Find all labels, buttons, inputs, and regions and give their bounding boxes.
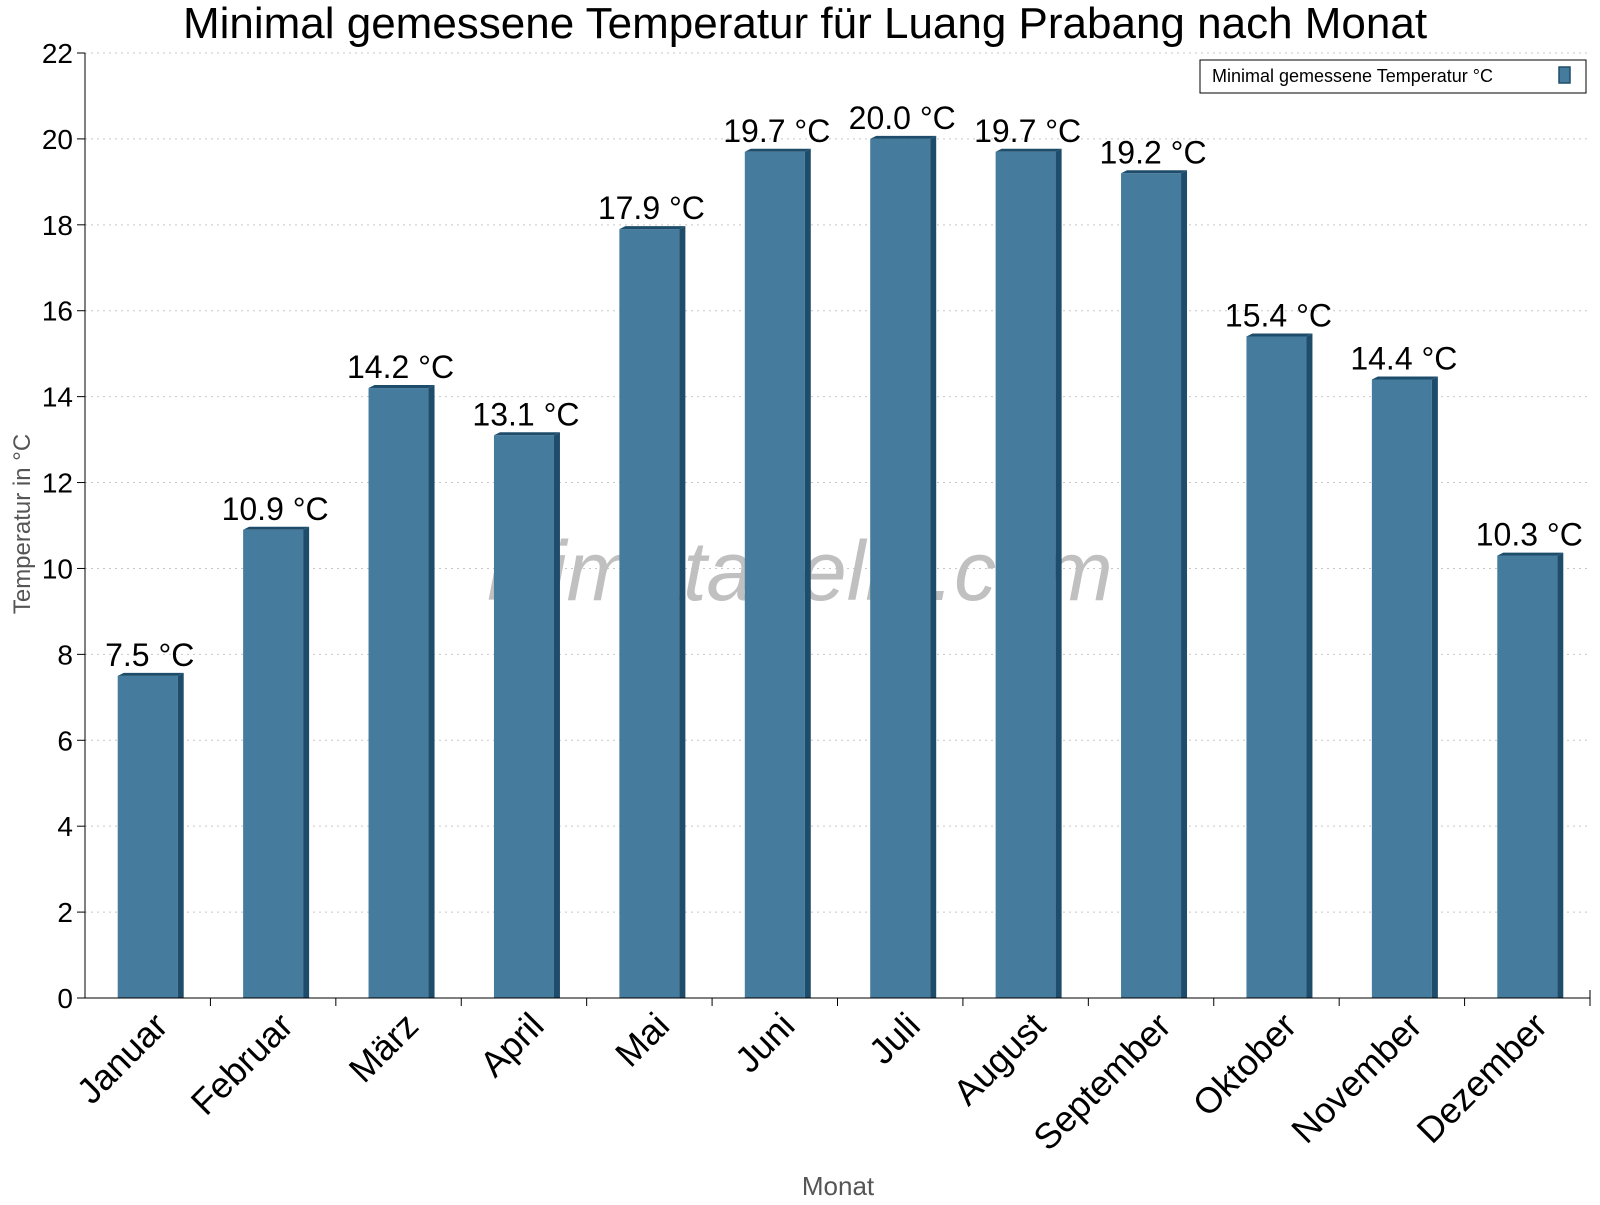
- y-tick-label: 18: [42, 210, 73, 241]
- y-tick-label: 2: [57, 897, 73, 928]
- y-tick-label: 6: [57, 725, 73, 756]
- y-tick-label: 14: [42, 382, 73, 413]
- bar-side: [679, 226, 686, 998]
- grid-lines: [85, 52, 1590, 913]
- bar-front: [117, 675, 178, 998]
- bar-top: [870, 135, 937, 139]
- legend-box: [1199, 59, 1587, 94]
- data-label: 20.0 °C: [849, 100, 956, 136]
- bar-top: [744, 148, 811, 152]
- bar-top: [493, 432, 560, 436]
- bar: [117, 672, 184, 998]
- bar-front: [368, 388, 429, 999]
- data-label: 7.5 °C: [105, 637, 194, 673]
- bar: [1246, 333, 1313, 998]
- bar-front: [243, 529, 304, 998]
- data-label: 17.9 °C: [598, 190, 705, 226]
- bar-side: [804, 148, 811, 998]
- y-tick-label: 0: [57, 983, 73, 1014]
- data-label: 15.4 °C: [1225, 298, 1332, 334]
- axes: [77, 52, 1591, 1006]
- legend-swatch: [1558, 66, 1571, 84]
- bar-side: [1055, 148, 1062, 998]
- y-tick-labels: 0 2 4 6 8 10 12 14 16 18 20 22: [42, 38, 73, 1014]
- bar: [619, 226, 686, 998]
- bar-front: [1246, 336, 1307, 998]
- bar-side: [553, 432, 560, 999]
- data-label: 19.7 °C: [723, 113, 830, 149]
- data-label: 10.9 °C: [222, 491, 329, 527]
- bar-front: [1497, 555, 1558, 998]
- chart-title: Minimal gemessene Temperatur für Luang P…: [183, 0, 1427, 48]
- bar-top: [619, 226, 686, 230]
- y-tick-label: 12: [42, 468, 73, 499]
- bar: [368, 385, 435, 999]
- bar-side: [1181, 170, 1188, 999]
- data-label: 19.7 °C: [974, 113, 1081, 149]
- bar-front: [619, 229, 680, 998]
- legend: Minimal gemessene Temperatur °C: [1199, 59, 1587, 94]
- bar-top: [117, 672, 184, 676]
- bar-front: [995, 151, 1056, 998]
- bar-front: [870, 138, 931, 999]
- data-label: 10.3 °C: [1476, 517, 1583, 553]
- bar-front: [1371, 379, 1432, 998]
- y-tick-label: 20: [42, 124, 73, 155]
- y-tick-label: 10: [42, 553, 73, 584]
- data-label: 13.1 °C: [472, 396, 579, 432]
- bar-front: [493, 435, 554, 999]
- y-tick-label: 22: [42, 38, 73, 69]
- bar-top: [1246, 333, 1313, 337]
- x-axis-title: Monat: [802, 1171, 875, 1200]
- bar-side: [177, 672, 184, 998]
- bar: [1497, 552, 1564, 998]
- bar: [995, 148, 1062, 998]
- bar-top: [1497, 552, 1564, 556]
- bar: [744, 148, 811, 998]
- bar-side: [1557, 552, 1564, 998]
- data-label: 14.2 °C: [347, 349, 454, 385]
- bar: [243, 526, 310, 998]
- bar-side: [1431, 376, 1438, 998]
- legend-label: Minimal gemessene Temperatur °C: [1212, 66, 1493, 86]
- bar-side: [930, 135, 937, 999]
- bar-top: [243, 526, 310, 530]
- bar-front: [1121, 173, 1182, 999]
- bar: [870, 135, 937, 999]
- bar-side: [1306, 333, 1313, 998]
- y-tick-label: 16: [42, 296, 73, 327]
- bar-side: [303, 526, 310, 998]
- bars: [117, 135, 1564, 999]
- data-labels: 7.5 °C 10.9 °C 14.2 °C 13.1 °C 17.9 °C 19.7 °…: [105, 100, 1583, 673]
- bar-top: [1371, 376, 1438, 380]
- bar-front: [744, 151, 805, 998]
- bar: [1371, 376, 1438, 998]
- y-axis-title: Temperatur in °C: [9, 434, 36, 614]
- data-label: 14.4 °C: [1350, 340, 1457, 376]
- bar-top: [995, 148, 1062, 152]
- data-label: 19.2 °C: [1100, 134, 1207, 170]
- bar-side: [428, 385, 435, 999]
- y-tick-label: 4: [57, 811, 73, 842]
- y-tick-label: 8: [57, 639, 73, 670]
- bar-top: [368, 385, 435, 389]
- bar: [493, 432, 560, 999]
- bar-top: [1121, 170, 1188, 174]
- bar: [1121, 170, 1188, 999]
